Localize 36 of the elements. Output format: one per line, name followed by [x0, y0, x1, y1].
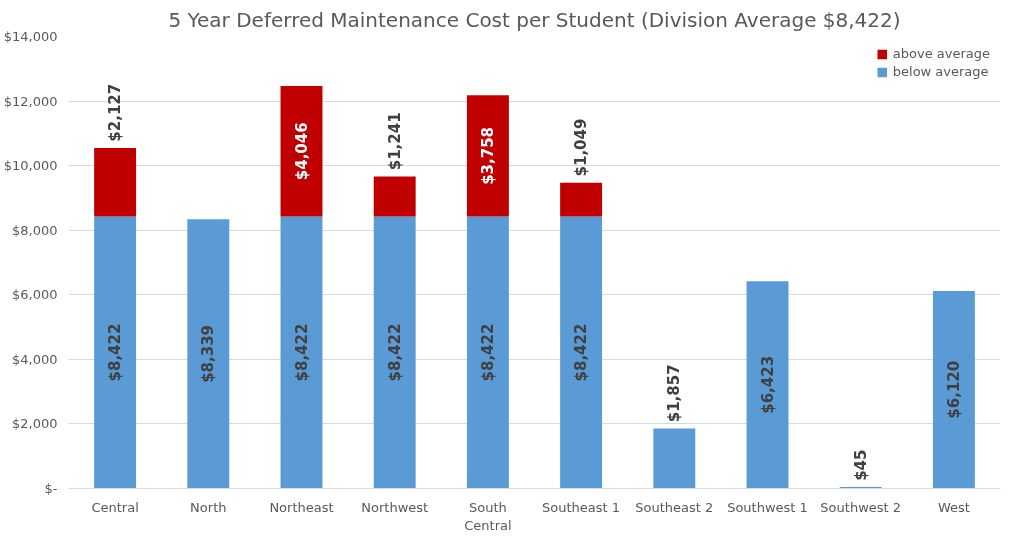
x-tick-label: Northeast [269, 499, 334, 515]
x-tick-label: South Central [464, 499, 512, 533]
data-label: $8,339 [199, 324, 218, 383]
y-tick-label: $8,000 [12, 222, 58, 238]
data-label: $2,127 [106, 83, 125, 142]
data-label: $8,422 [478, 323, 497, 382]
data-label: $8,422 [292, 323, 311, 382]
y-tick-label: $10,000 [3, 158, 58, 174]
x-tick-label: Southeast 1 [542, 499, 621, 515]
data-label: $1,049 [572, 118, 591, 177]
legend-label: below average [892, 64, 989, 79]
x-tick-label: Southwest 1 [727, 499, 808, 515]
data-label: $4,046 [292, 122, 311, 181]
y-tick-label: $2,000 [12, 416, 58, 432]
data-label: $8,422 [385, 323, 404, 382]
x-tick-label: Northwest [361, 499, 429, 515]
data-label: $1,241 [385, 112, 404, 171]
data-label: $8,422 [572, 323, 591, 382]
y-tick-label: $14,000 [3, 29, 58, 44]
x-tick-label: Southeast 2 [635, 499, 714, 515]
x-tick-label: West [937, 499, 970, 515]
data-label: $1,857 [665, 364, 684, 423]
chart-title: 5 Year Deferred Maintenance Cost per Student (Division Average $8,422) [168, 7, 901, 32]
y-tick-label: $4,000 [12, 351, 58, 367]
data-label: $6,423 [758, 355, 777, 414]
y-tick-label: $- [44, 481, 58, 496]
data-label: $3,758 [478, 126, 497, 185]
data-label: $45 [851, 449, 870, 481]
data-label: $6,120 [944, 360, 963, 419]
x-tick-label: Central [91, 499, 139, 515]
y-tick-label: $6,000 [12, 287, 58, 303]
y-tick-label: $12,000 [3, 93, 58, 109]
data-label: $8,422 [106, 323, 125, 382]
legend-label: above average [892, 46, 990, 61]
x-tick-label: North [190, 499, 227, 515]
x-tick-label: Southwest 2 [820, 499, 902, 515]
